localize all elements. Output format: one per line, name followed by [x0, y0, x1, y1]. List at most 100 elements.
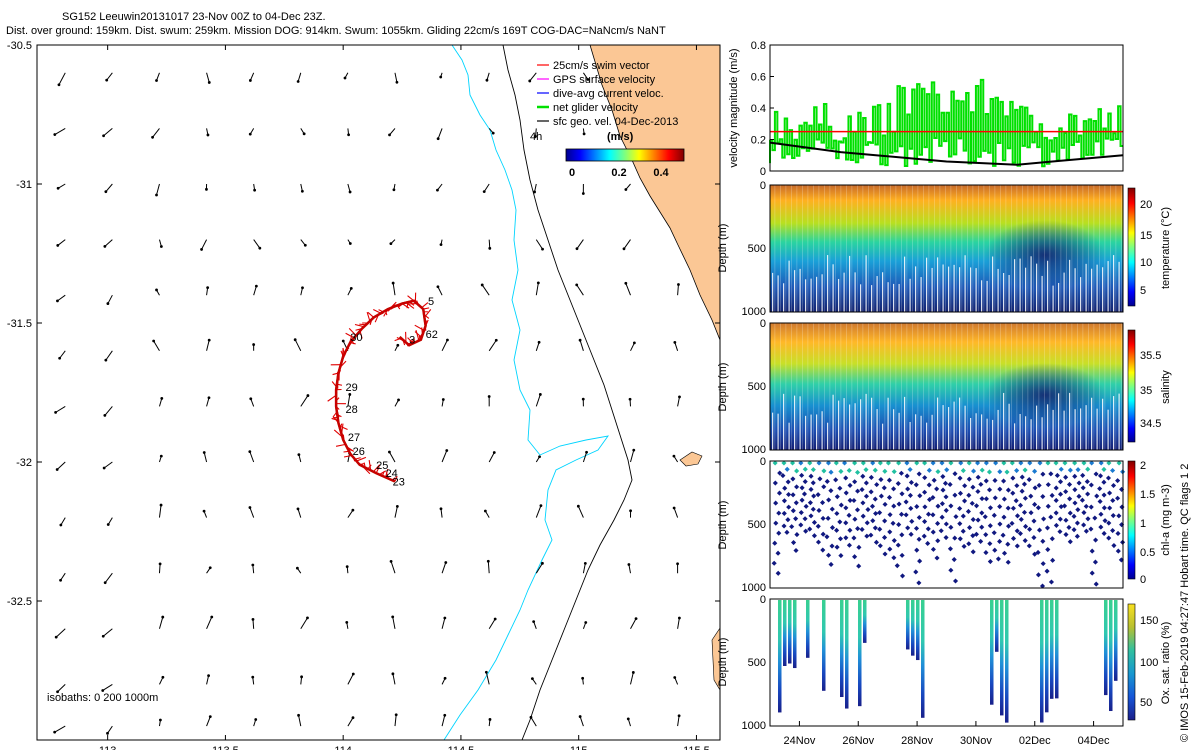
sfc-velocity-head [207, 338, 211, 342]
sfc-velocity-head [534, 135, 537, 138]
chla-sample [775, 570, 781, 576]
chla-sample [794, 484, 800, 490]
sfc-velocity-head [101, 634, 105, 638]
chla-sample [891, 537, 897, 544]
chla-sample [777, 470, 783, 476]
chla-sample [803, 528, 809, 534]
chla-sample [1106, 535, 1112, 541]
sfc-velocity-head [104, 358, 108, 362]
glider-track-line [334, 299, 427, 483]
sfc-velocity-head [297, 713, 300, 717]
legend-label-swim: 25cm/s swim vector [553, 60, 650, 72]
profile-gap [1036, 263, 1038, 312]
profile-gap [838, 400, 840, 450]
profile-gap [876, 276, 878, 312]
chla-sample [868, 489, 874, 495]
sfc-velocity-vector [441, 715, 446, 727]
sfc-velocity-vector [441, 562, 447, 574]
chla-sample [1037, 460, 1043, 466]
sfc-velocity-head [530, 677, 534, 681]
chla-sample [944, 467, 950, 473]
profile-stripe [967, 323, 968, 450]
chla-sample [917, 493, 923, 499]
map-axes: 113 113.5 114 114.5 115 115.5 -30.5 -31 -31.5 -32… [7, 40, 720, 750]
sfc-velocity-head [629, 509, 632, 513]
profile-stripe [945, 185, 946, 312]
chla-sample [1027, 460, 1033, 466]
chla-sample [873, 510, 879, 517]
profile-stripe [835, 185, 836, 312]
sfc-velocity-head [158, 718, 162, 722]
profile-gap [783, 283, 785, 312]
sfc-velocity-vector [297, 508, 302, 518]
oxygen-profile [1104, 600, 1108, 696]
chla-sample [992, 477, 998, 483]
profile-gap [1069, 392, 1071, 450]
profile-gap [1063, 272, 1065, 312]
chla-sample [896, 522, 902, 528]
chla-sample [872, 467, 878, 473]
profile-gap [1003, 392, 1005, 450]
temperature-ytick-0: 0 [760, 180, 766, 192]
chla-sample [1053, 522, 1059, 528]
profile-stripe [829, 185, 831, 312]
sfc-velocity-head [248, 506, 252, 509]
profile-stripe [945, 323, 946, 450]
sfc-velocity-vector [253, 239, 261, 249]
chla-sample [1110, 482, 1117, 489]
sfc-velocity-vector [389, 128, 396, 136]
chla-sample [962, 483, 968, 489]
map-ytick-label: -32 [16, 457, 32, 469]
chla-sample [1067, 539, 1073, 545]
sfc-velocity-head [673, 341, 677, 344]
sfc-velocity-vector [677, 284, 679, 296]
oxygen-profile [906, 600, 910, 650]
chla-sample [925, 526, 931, 532]
chla-sample [1057, 516, 1063, 522]
chla-sample [856, 563, 862, 569]
profile-gap [992, 419, 994, 450]
chla-sample [810, 480, 816, 486]
sfc-velocity-head [58, 356, 62, 360]
sfc-velocity-head [206, 133, 210, 137]
profile-gap [871, 285, 873, 312]
chla-sample [913, 525, 920, 531]
chla-sample [979, 524, 985, 530]
chla-sample [1083, 503, 1089, 509]
profile-gap [942, 264, 944, 312]
sfc-velocity-vector [677, 396, 680, 407]
profile-gap [953, 264, 955, 312]
chla-sample [807, 500, 813, 506]
sfc-velocity-vector [58, 72, 66, 85]
sfc-velocity-head [208, 715, 212, 719]
profile-gap [981, 280, 983, 312]
salinity-cbar-tick-2: 34.5 [1140, 418, 1161, 430]
chla-sample [1010, 505, 1016, 511]
chla-sample [922, 460, 928, 466]
sfc-velocity-vector [249, 451, 255, 463]
profile-stripe [818, 185, 820, 312]
sfc-velocity-vector [437, 128, 443, 139]
day-label: 5 [428, 296, 434, 308]
profile-gap [876, 409, 878, 450]
sfc-velocity-head [436, 137, 440, 141]
sfc-velocity-head [584, 621, 588, 624]
profile-gap [832, 264, 834, 312]
profile-stripe [873, 185, 875, 312]
chla-sample [1110, 467, 1116, 474]
chla-sample [948, 503, 954, 509]
profile-gap [887, 397, 889, 450]
chla-panel: 2 1.5 1 0.5 0 chl-a (mg m-3) Depth (m) 0… [717, 456, 1172, 594]
sfc-velocity-head [392, 188, 396, 192]
oxygen-profile [840, 600, 844, 698]
chla-sample [824, 478, 830, 484]
chla-sample [957, 475, 963, 481]
chla-sample [1094, 493, 1100, 499]
sfc-velocity-vector [481, 284, 490, 296]
oxygen-ytick-1000: 1000 [742, 720, 766, 732]
profile-gap [1030, 256, 1032, 312]
oxygen-profile [1005, 600, 1009, 723]
chla-sample [1031, 518, 1037, 524]
chla-sample [1031, 535, 1037, 541]
chla-sample [793, 516, 799, 522]
